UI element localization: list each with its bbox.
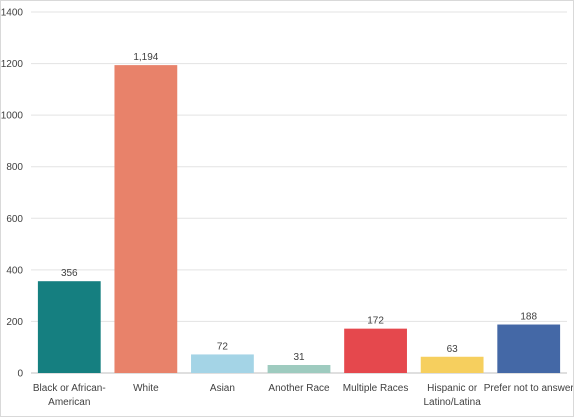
- bar: [267, 365, 331, 373]
- category-label: Prefer not to answer: [484, 383, 573, 394]
- data-label: 356: [61, 268, 78, 279]
- y-tick-label: 1200: [1, 59, 23, 70]
- data-label: 1,194: [133, 52, 158, 63]
- bar: [420, 356, 484, 373]
- category-label: Another Race: [268, 383, 330, 394]
- data-labels: 356 1,194 72 31 172 63 188: [61, 52, 538, 363]
- category-label: Asian: [210, 383, 235, 394]
- y-tick-label: 200: [6, 317, 23, 328]
- bar: [344, 328, 407, 373]
- data-label: 188: [520, 312, 537, 323]
- bar: [191, 354, 254, 373]
- y-tick-label: 800: [6, 162, 23, 173]
- category-label: American: [48, 397, 90, 408]
- category-label: Latino/Latina: [424, 397, 482, 408]
- y-tick-label: 400: [6, 265, 23, 276]
- data-label: 63: [447, 344, 459, 355]
- bar: [114, 65, 178, 374]
- y-tick-label: 0: [17, 369, 23, 380]
- category-label: Multiple Races: [343, 383, 409, 394]
- category-label: Hispanic or: [427, 383, 478, 394]
- bar: [37, 281, 101, 373]
- category-label: White: [133, 383, 159, 394]
- data-label: 72: [217, 341, 229, 352]
- y-tick-label: 1400: [1, 8, 23, 19]
- category-label: Black or African-: [33, 383, 106, 394]
- y-tick-label: 1000: [1, 111, 23, 122]
- data-label: 172: [367, 316, 384, 327]
- y-tick-label: 600: [6, 214, 23, 225]
- bars: [37, 65, 561, 374]
- bar: [497, 324, 561, 373]
- gridlines: [31, 11, 567, 322]
- data-label: 31: [293, 352, 305, 363]
- x-axis: Black or African- American White Asian Anoth…: [33, 383, 573, 408]
